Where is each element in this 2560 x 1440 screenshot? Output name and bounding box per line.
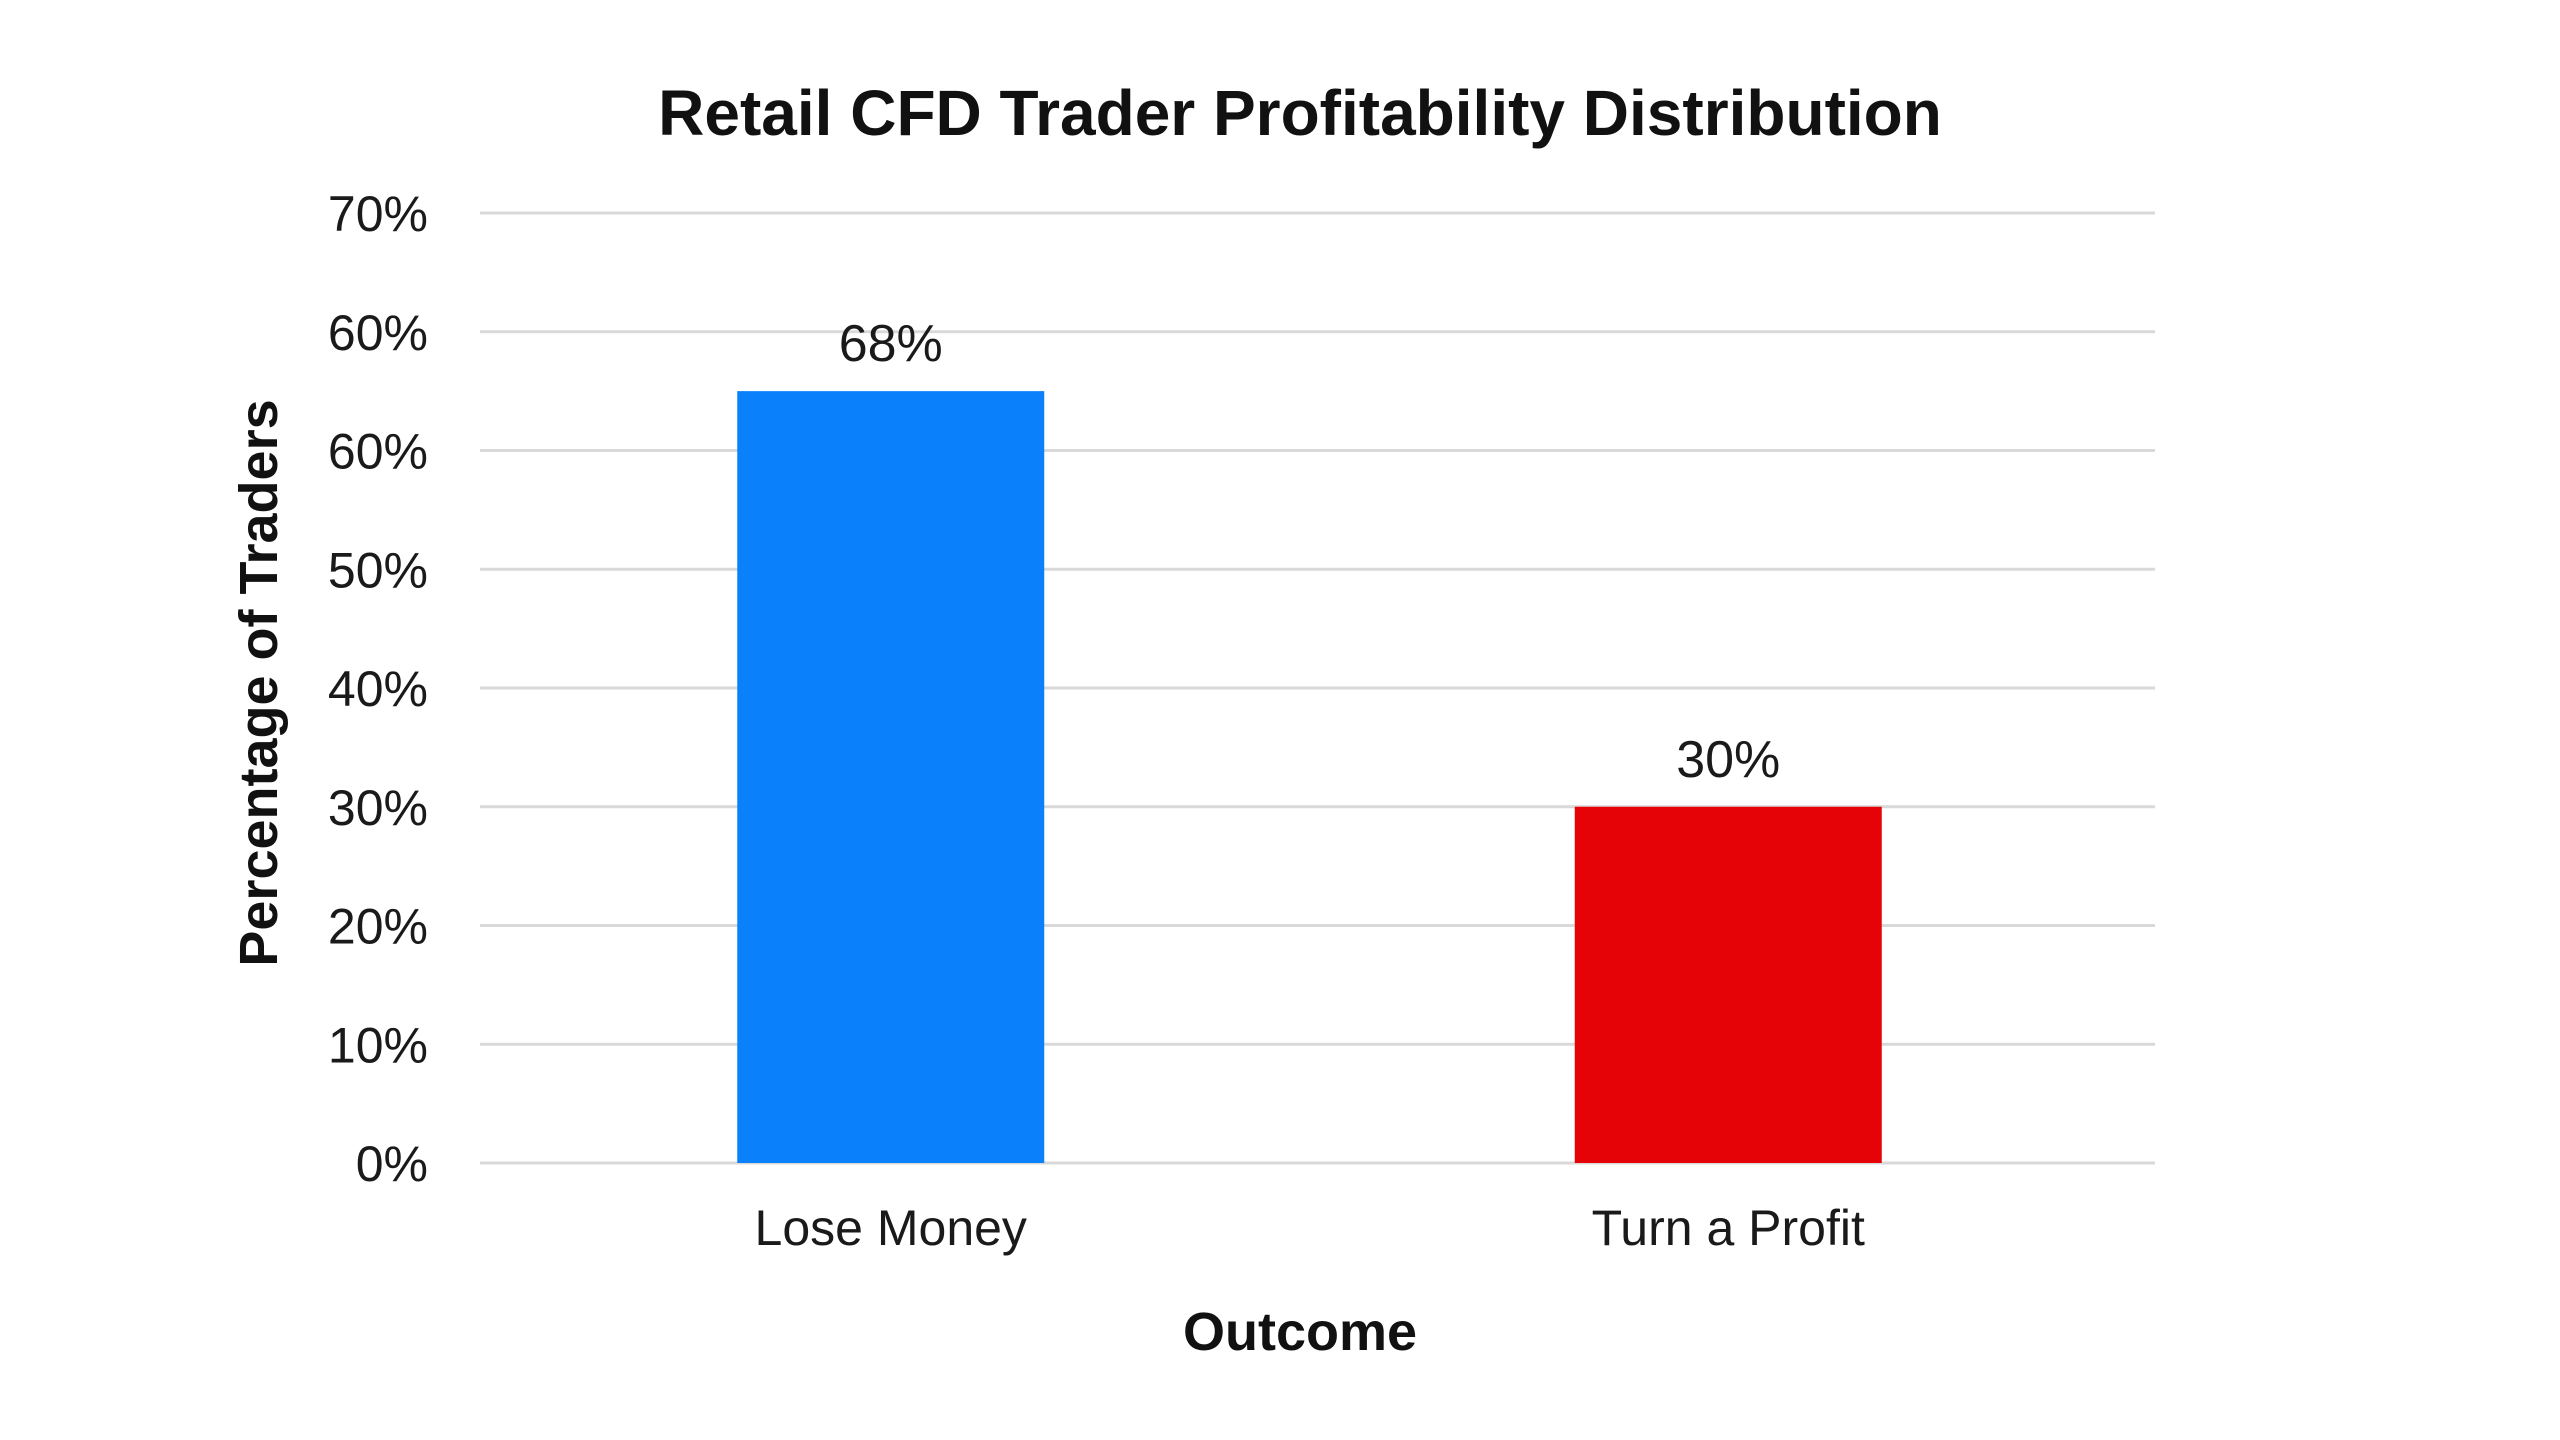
y-tick-label: 20% bbox=[328, 899, 428, 955]
gridlines bbox=[480, 211, 2155, 1165]
x-axis-categories: Lose Money Turn a Profit bbox=[755, 1200, 1865, 1256]
x-axis-title: Outcome bbox=[1183, 1302, 1417, 1362]
y-tick-label: 40% bbox=[328, 661, 428, 717]
x-category-label: Lose Money bbox=[755, 1200, 1027, 1256]
y-tick-label: 70% bbox=[328, 186, 428, 242]
bars bbox=[737, 391, 1882, 1163]
bar-data-label: 30% bbox=[1676, 731, 1780, 789]
y-tick-label: 60% bbox=[328, 424, 428, 480]
y-tick-label: 10% bbox=[328, 1017, 428, 1073]
y-axis-ticks: 0% 10% 20% 30% 40% 50% 60% 60% 70% bbox=[328, 186, 428, 1192]
y-tick-label: 30% bbox=[328, 780, 428, 836]
y-tick-label: 60% bbox=[328, 305, 428, 361]
bar-data-label: 68% bbox=[839, 315, 943, 373]
data-labels: 68% 30% bbox=[839, 315, 1781, 789]
x-category-label: Turn a Profit bbox=[1592, 1200, 1865, 1256]
y-tick-label: 50% bbox=[328, 542, 428, 598]
chart-title: Retail CFD Trader Profitability Distribu… bbox=[658, 77, 1942, 149]
y-tick-label: 0% bbox=[356, 1136, 428, 1192]
bar-turn-a-profit bbox=[1574, 806, 1882, 1163]
bar-lose-money bbox=[737, 391, 1045, 1163]
y-axis-title: Percentage of Traders bbox=[229, 399, 289, 966]
